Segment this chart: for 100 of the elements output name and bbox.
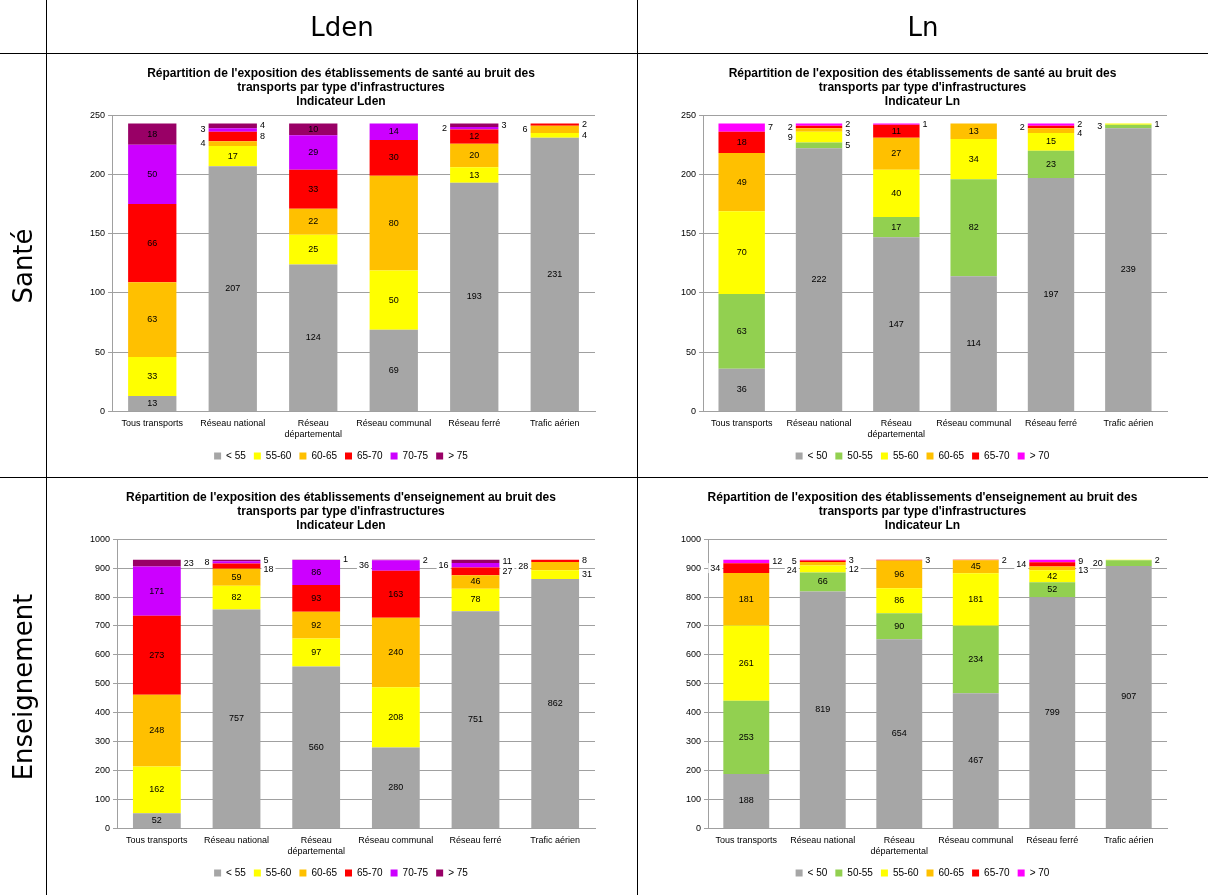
data-label: 8 — [259, 131, 265, 142]
y-tick-label: 100 — [89, 287, 106, 298]
data-label: 70 — [736, 247, 747, 258]
data-label: 751 — [467, 714, 484, 725]
data-label: 2 — [442, 122, 448, 133]
legend-label: 65-70 — [357, 866, 384, 878]
data-label: 8 — [582, 555, 588, 566]
data-label: 92 — [311, 619, 322, 630]
data-label: 240 — [388, 647, 404, 658]
data-label: 3 — [845, 128, 851, 139]
data-label: 4 — [200, 138, 206, 149]
x-tick-label: Réseau communal — [356, 418, 432, 429]
x-tick-label: Tous transports — [715, 835, 778, 846]
data-label: 273 — [149, 649, 165, 660]
data-label: 3 — [200, 124, 206, 135]
y-tick-label: 400 — [94, 707, 111, 718]
data-label: 27 — [502, 565, 513, 576]
data-label: 52 — [1047, 584, 1058, 595]
data-label: 5 — [263, 554, 269, 565]
data-label: 33 — [147, 370, 158, 381]
chart-subtitle: Indicateur Ln — [884, 94, 961, 109]
x-tick-label: Réseau national — [786, 418, 852, 429]
data-label: 2 — [422, 554, 428, 565]
legend-label: 65-70 — [984, 866, 1011, 878]
data-label: 2 — [1077, 119, 1083, 130]
data-label: 66 — [817, 576, 828, 587]
y-tick-label: 0 — [691, 405, 697, 416]
data-label: 63 — [736, 325, 747, 336]
data-label: 5 — [845, 139, 851, 150]
legend-label: < 55 — [226, 866, 247, 878]
y-tick-label: 600 — [685, 649, 702, 660]
data-label: 28 — [518, 560, 529, 571]
x-tick-label: Réseau national — [200, 418, 266, 429]
data-label: 11 — [891, 125, 902, 136]
data-label: 16 — [438, 559, 449, 570]
y-tick-label: 0 — [696, 822, 702, 833]
x-tick-label: Réseau ferré — [449, 835, 502, 846]
legend-label: > 70 — [1029, 449, 1050, 461]
data-label: 33 — [308, 183, 319, 194]
data-label: 181 — [738, 593, 754, 604]
data-label: 3 — [925, 554, 931, 565]
y-tick-label: 100 — [680, 287, 697, 298]
x-tick-label: Réseau départemental — [287, 835, 345, 857]
data-label: 12 — [848, 563, 859, 574]
data-label: 82 — [968, 222, 979, 233]
y-tick-label: 0 — [100, 405, 106, 416]
y-tick-label: 200 — [685, 765, 702, 776]
chart-subtitle: Indicateur Lden — [296, 518, 386, 533]
data-label: 46 — [470, 576, 481, 587]
legend-label: 65-70 — [984, 449, 1011, 461]
text: Lden — [47, 0, 637, 54]
data-label: 2 — [1154, 554, 1160, 565]
data-label: 654 — [891, 728, 907, 739]
legend-label: 65-70 — [357, 449, 384, 461]
y-tick-label: 150 — [680, 228, 697, 239]
y-tick-label: 200 — [94, 765, 111, 776]
data-label: 2 — [787, 121, 793, 132]
y-tick-label: 300 — [94, 736, 111, 747]
data-label: 30 — [388, 152, 399, 163]
y-tick-label: 1000 — [680, 533, 702, 544]
x-tick-label: Trafic aérien — [530, 835, 581, 846]
legend-label: 55-60 — [892, 866, 919, 878]
y-tick-label: 250 — [89, 109, 106, 120]
data-label: 82 — [231, 592, 242, 603]
chart-subtitle: Indicateur Lden — [296, 94, 386, 109]
x-tick-label: Réseau national — [790, 835, 856, 846]
data-label: 239 — [1120, 264, 1136, 275]
x-tick-label: Réseau départemental — [284, 418, 343, 440]
data-label: 20 — [1092, 557, 1103, 568]
data-label: 222 — [811, 274, 827, 285]
data-label: 93 — [311, 592, 322, 603]
data-label: 188 — [738, 795, 754, 806]
data-label: 124 — [305, 332, 321, 343]
data-label: 1 — [1154, 118, 1160, 129]
data-label: 50 — [388, 294, 399, 305]
data-label: 248 — [149, 725, 165, 736]
data-label: 20 — [469, 149, 480, 160]
y-tick-label: 250 — [680, 109, 697, 120]
legend-label: 60-65 — [938, 866, 965, 878]
data-label: 907 — [1121, 691, 1137, 702]
data-label: 208 — [388, 711, 404, 722]
data-label: 171 — [149, 585, 165, 596]
x-tick-label: Tous transports — [121, 418, 184, 429]
data-label: 17 — [227, 150, 238, 161]
data-label: 12 — [469, 131, 480, 142]
y-tick-label: 400 — [685, 707, 702, 718]
data-label: 34 — [710, 562, 721, 573]
data-label: 2 — [1001, 554, 1007, 565]
data-label: 29 — [308, 147, 319, 158]
data-label: 13 — [1078, 564, 1089, 575]
data-label: 80 — [388, 217, 399, 228]
legend-label: 60-65 — [938, 449, 965, 461]
data-label: 23 — [1046, 158, 1057, 169]
data-label: 15 — [1046, 136, 1057, 147]
text: Enseignement — [8, 593, 38, 780]
data-label: 27 — [891, 148, 902, 159]
data-label: 36 — [736, 384, 747, 395]
data-label: 13 — [147, 397, 158, 408]
data-label: 207 — [225, 283, 241, 294]
y-tick-label: 900 — [685, 562, 702, 573]
